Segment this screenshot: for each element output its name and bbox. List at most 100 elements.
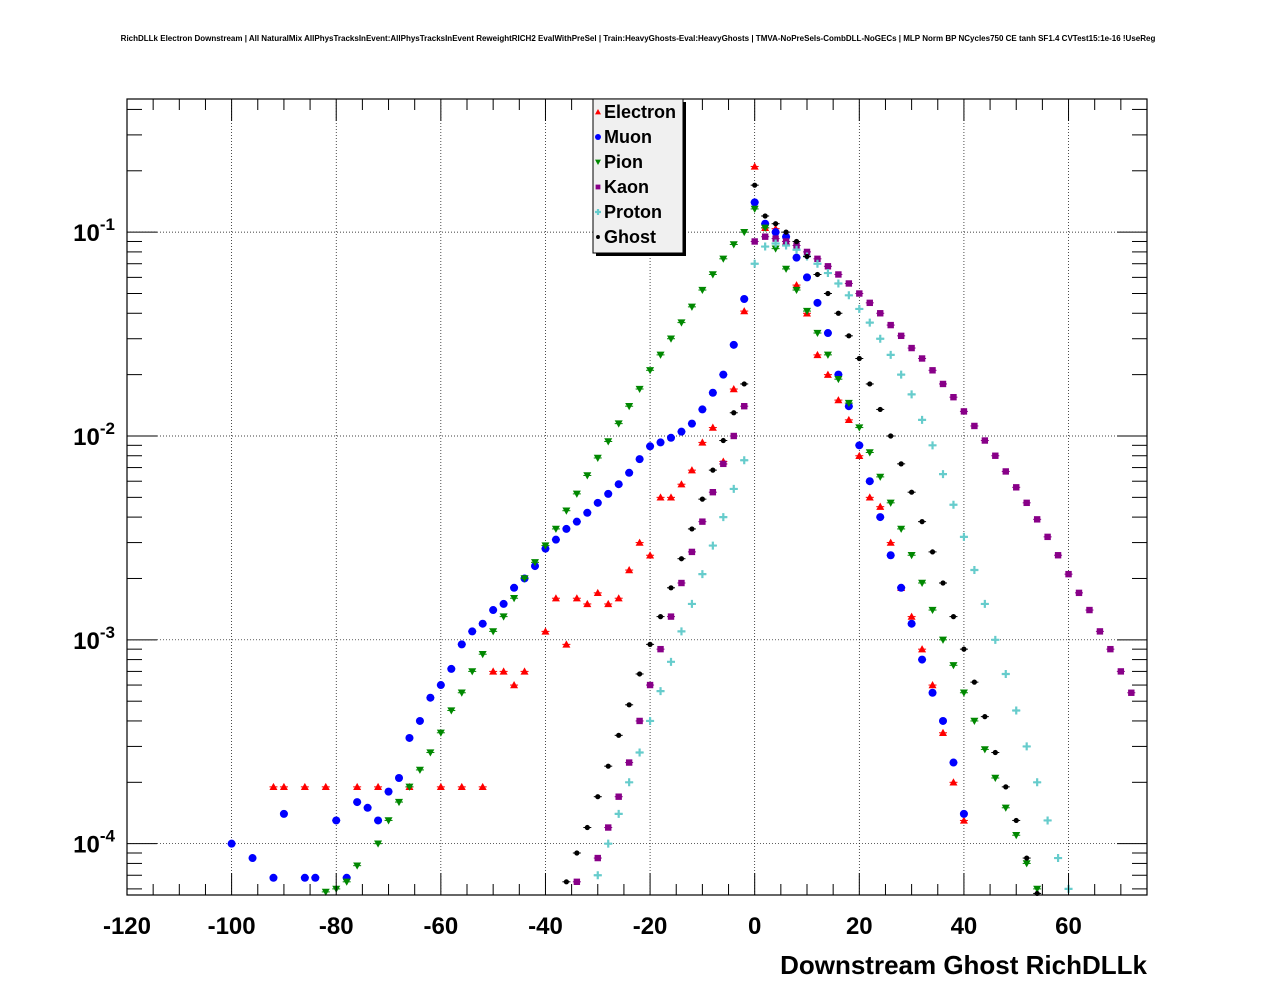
- electron-point: [918, 645, 927, 653]
- electron-point: [729, 385, 738, 393]
- pion-point: [844, 399, 853, 408]
- pion-point: [865, 449, 874, 457]
- electron-point: [792, 281, 801, 289]
- proton-point: [865, 318, 874, 327]
- electron-point: [489, 667, 498, 675]
- kaon-point: [992, 452, 999, 459]
- electron-point: [374, 782, 383, 791]
- pion-point: [834, 375, 843, 384]
- legend-marker-muon: [595, 134, 601, 140]
- muon-point: [248, 854, 257, 863]
- ghost-point: [898, 461, 904, 467]
- muon-point: [279, 809, 288, 818]
- pion-point: [949, 662, 958, 670]
- kaon-point: [761, 233, 769, 240]
- kaon-point: [594, 854, 601, 862]
- muon-point: [478, 619, 487, 628]
- kaon-point: [939, 380, 947, 388]
- muon-point: [353, 798, 362, 807]
- kaon-point: [688, 548, 696, 556]
- legend-label-kaon: Kaon: [604, 177, 649, 197]
- muon-point: [635, 455, 644, 464]
- pion-point: [823, 351, 832, 359]
- proton-point: [959, 532, 968, 541]
- electron-point: [656, 493, 665, 501]
- kaon-point: [971, 422, 978, 430]
- muon-point: [562, 524, 571, 533]
- x-tick-label: -60: [424, 913, 459, 940]
- kaon-point: [782, 238, 790, 245]
- ghost-point: [992, 749, 998, 756]
- muon-point: [740, 294, 749, 303]
- muon-point: [384, 787, 393, 796]
- kaon-point: [699, 518, 706, 525]
- proton-point: [708, 541, 717, 550]
- ghost-point: [783, 229, 789, 235]
- x-axis-title: Downstream Ghost RichDLLk: [780, 950, 1147, 980]
- legend-label-electron: Electron: [604, 102, 676, 122]
- pion-point: [1012, 832, 1021, 840]
- ghost-point: [929, 549, 936, 555]
- pion-point: [855, 424, 864, 432]
- legend-label-ghost: Ghost: [604, 227, 656, 247]
- proton-point: [928, 441, 937, 450]
- kaon-point: [814, 255, 821, 263]
- pion-point: [918, 579, 927, 588]
- kaon-point: [709, 488, 717, 496]
- pion-point: [426, 749, 435, 757]
- muon-point: [719, 370, 728, 379]
- pion-point: [374, 840, 383, 848]
- electron-point: [562, 640, 571, 648]
- pion-point: [447, 707, 456, 715]
- muon-point: [593, 498, 602, 507]
- proton-point: [646, 716, 655, 725]
- proton-point: [667, 657, 675, 666]
- ghost-point: [710, 467, 716, 473]
- muon-point: [792, 253, 801, 262]
- proton-point: [1033, 778, 1042, 787]
- pion-point: [614, 420, 623, 428]
- ghost-point: [720, 437, 726, 444]
- muon-point: [311, 873, 320, 882]
- electron-point: [698, 438, 707, 446]
- kaon-point: [981, 437, 989, 444]
- proton-point: [907, 390, 916, 399]
- ghost-point: [699, 496, 705, 502]
- kaon-point: [856, 290, 863, 297]
- kaon-point: [615, 793, 622, 800]
- series-pion: [321, 205, 1042, 896]
- pion-point: [1001, 804, 1010, 812]
- kaon-point: [573, 878, 581, 886]
- proton-point: [970, 566, 979, 575]
- kaon-point: [1065, 570, 1072, 578]
- ghost-point: [835, 310, 841, 316]
- ghost-point: [668, 585, 674, 591]
- pion-point: [635, 385, 644, 394]
- electron-point: [677, 480, 686, 488]
- muon-point: [300, 873, 309, 882]
- electron-point: [478, 782, 487, 791]
- muon-point: [447, 664, 456, 673]
- pion-point: [593, 454, 602, 462]
- electron-point: [750, 162, 759, 170]
- electron-point: [436, 782, 445, 791]
- electron-point: [687, 466, 696, 474]
- legend-marker-pion: [595, 159, 601, 165]
- legend: Electron Muon Pion Kaon Proton Ghost: [592, 98, 686, 256]
- pion-point: [489, 628, 498, 636]
- proton-point: [980, 599, 989, 608]
- pion-point: [1033, 885, 1042, 893]
- muon-point: [698, 405, 707, 414]
- muon-point: [959, 809, 968, 818]
- proton-point: [834, 279, 843, 288]
- y-tick-label: 10-2: [73, 419, 115, 451]
- ghost-point: [877, 406, 883, 413]
- electron-point: [625, 566, 634, 574]
- legend-label-proton: Proton: [604, 202, 662, 222]
- proton-point: [1054, 854, 1063, 863]
- proton-point: [813, 259, 822, 268]
- muon-point: [928, 688, 937, 697]
- series-proton: [593, 239, 1073, 893]
- x-tick-label: -80: [319, 913, 354, 940]
- muon-point: [687, 419, 696, 428]
